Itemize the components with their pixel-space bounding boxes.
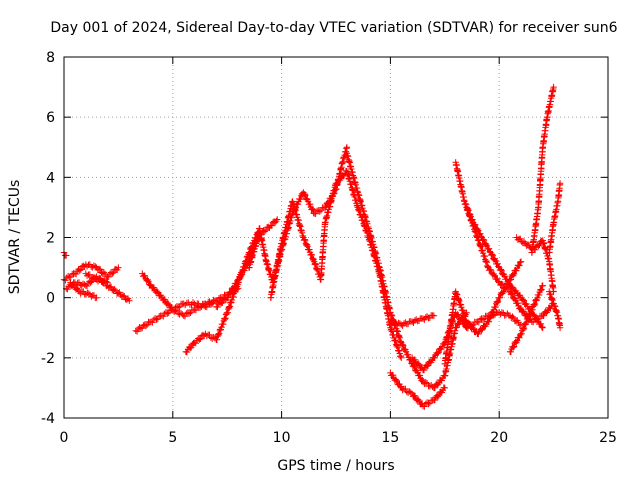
x-axis-label: GPS time / hours [277, 458, 394, 474]
data-point-markers [67, 279, 100, 302]
y-tick-label: -2 [41, 351, 55, 367]
data-point-markers [82, 270, 111, 286]
data-point-markers [441, 258, 525, 368]
x-tick-label: 15 [381, 430, 399, 446]
axis-ticks: 0 5 10 15 20 25 -4 -2 0 2 4 6 8 [41, 50, 617, 446]
y-axis-label: SDTVAR / TECUs [7, 180, 23, 295]
series-t23 [546, 288, 564, 331]
y-tick-label: 0 [46, 291, 55, 307]
series-t22 [546, 180, 564, 256]
y-tick-label: 8 [46, 50, 55, 66]
series-t21 [528, 83, 557, 256]
series-t1 [60, 249, 70, 259]
data-point-markers [387, 369, 448, 410]
series-t18 [463, 204, 557, 326]
x-tick-label: 20 [490, 430, 508, 446]
data-point-markers [463, 204, 557, 326]
y-tick-label: 4 [46, 170, 55, 186]
data-point-markers [546, 180, 564, 256]
data-point-markers [387, 312, 438, 329]
chart-title: Day 001 of 2024, Sidereal Day-to-day VTE… [50, 20, 617, 36]
series-t16 [441, 258, 525, 368]
y-tick-label: -4 [41, 411, 55, 427]
x-tick-label: 25 [599, 430, 617, 446]
y-tick-label: 2 [46, 231, 55, 247]
data-point-markers [267, 167, 405, 361]
series-t5 [82, 270, 111, 286]
data-point-markers [546, 288, 564, 331]
x-tick-label: 10 [273, 430, 291, 446]
data-point-markers [528, 83, 557, 256]
data-point-markers [343, 150, 470, 392]
series-t4 [67, 279, 100, 302]
series-t19 [506, 282, 546, 356]
series-t8 [182, 225, 263, 356]
data-point-markers [60, 249, 70, 259]
data-marks [60, 83, 564, 410]
grid [64, 57, 608, 418]
series-t11 [267, 167, 405, 361]
x-tick-label: 5 [168, 430, 177, 446]
data-point-markers [506, 282, 546, 356]
series-t13 [387, 369, 448, 410]
series-t14 [387, 312, 438, 329]
series-t12 [343, 150, 470, 392]
x-tick-label: 0 [60, 430, 69, 446]
data-point-markers [182, 225, 263, 356]
y-tick-label: 6 [46, 110, 55, 126]
